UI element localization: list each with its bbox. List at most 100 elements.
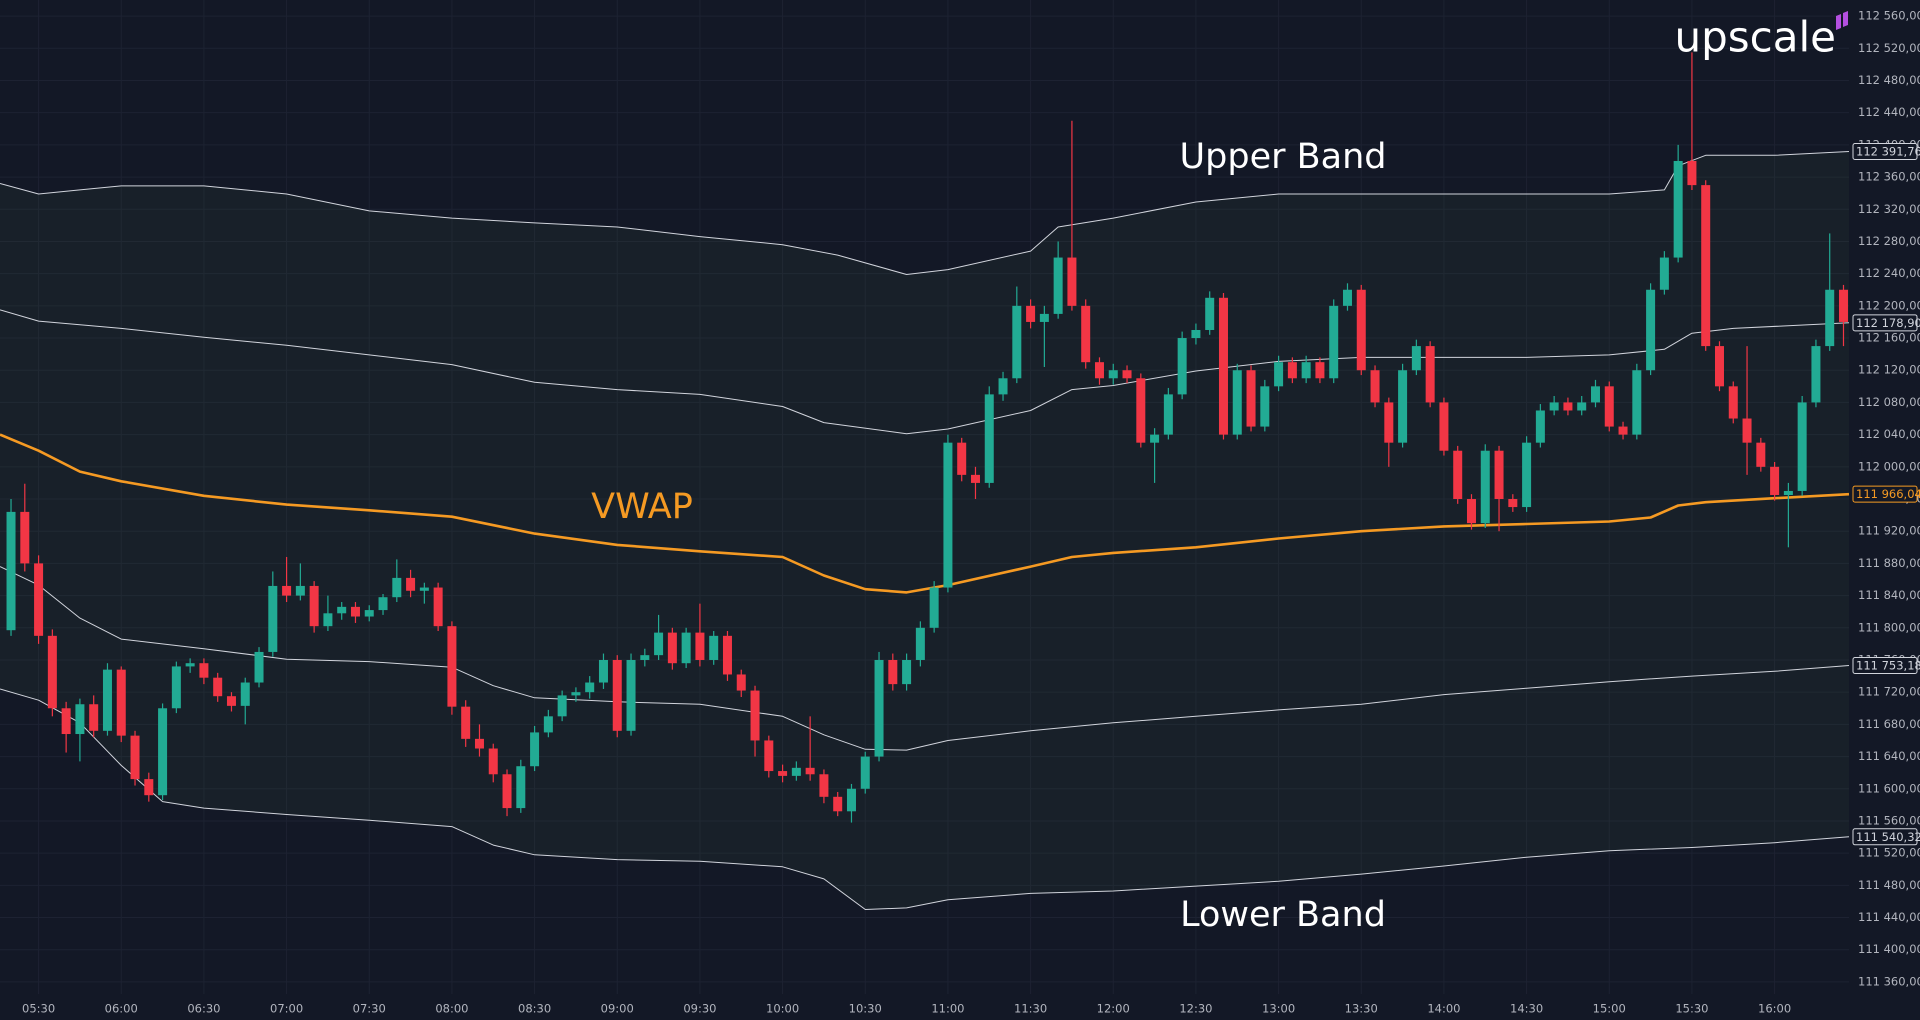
candle-body: [240, 682, 250, 706]
candle-body: [378, 597, 388, 611]
candle-body: [860, 756, 870, 789]
candle-body: [833, 796, 843, 812]
candle-body: [543, 716, 553, 733]
candle-body: [488, 748, 498, 775]
candle-body: [888, 659, 898, 685]
y-tick-label: 111 800,00: [1858, 620, 1920, 634]
candle-body: [722, 635, 732, 675]
candle-body: [116, 669, 126, 736]
x-tick-label: 08:00: [435, 1002, 468, 1016]
candle-body: [1577, 402, 1587, 411]
y-tick-label: 112 040,00: [1858, 427, 1920, 441]
candle-body: [819, 774, 829, 797]
candle-body: [585, 682, 595, 693]
last-value-box: [1852, 485, 1918, 503]
candle-body: [1274, 362, 1284, 387]
candle-body: [1728, 386, 1738, 419]
candle-body: [433, 587, 443, 627]
candle-body: [213, 677, 223, 697]
y-tick-label: 111 600,00: [1858, 781, 1920, 795]
y-tick-label: 111 440,00: [1858, 910, 1920, 924]
x-tick-label: 13:00: [1262, 1002, 1295, 1016]
last-value-box: [1852, 656, 1918, 674]
candle-body: [1646, 289, 1656, 371]
x-tick-label: 15:00: [1593, 1002, 1626, 1016]
candle-body: [1108, 370, 1118, 379]
x-tick-label: 13:30: [1345, 1002, 1378, 1016]
candle-body: [226, 696, 236, 706]
y-tick-label: 112 240,00: [1858, 266, 1920, 280]
candle-body: [282, 585, 292, 596]
candle-body: [337, 606, 347, 614]
y-tick-label: 111 640,00: [1858, 749, 1920, 763]
candle-body: [1232, 370, 1242, 435]
candle-body: [667, 632, 677, 664]
axes: 111 360,00 111 400,00 111 440,00 111 480,00…: [22, 9, 1920, 1016]
y-tick-label: 112 440,00: [1858, 105, 1920, 119]
candle-body: [557, 695, 567, 717]
band-line: [0, 151, 1850, 275]
y-tick-label: 112 200,00: [1858, 298, 1920, 312]
candle-body: [20, 511, 30, 564]
candle-body: [295, 585, 305, 596]
candle-body: [998, 378, 1008, 395]
last-value-label: 111 753,18: [1856, 658, 1920, 672]
x-tick-label: 06:30: [187, 1002, 220, 1016]
x-tick-label: 06:00: [105, 1002, 138, 1016]
candle-body: [695, 632, 705, 660]
candle-body: [1301, 362, 1311, 379]
candle-body: [1673, 160, 1683, 258]
candle-body: [1053, 257, 1063, 314]
candle-body: [1398, 370, 1408, 443]
candle-body: [1480, 450, 1490, 524]
candle-body: [34, 563, 44, 636]
candle-body: [791, 767, 801, 776]
x-tick-label: 05:30: [22, 1002, 55, 1016]
candle-body: [874, 659, 884, 757]
candle-body: [1535, 410, 1545, 443]
last-value-label: 111 540,32: [1856, 830, 1920, 844]
x-tick-label: 11:30: [1014, 1002, 1047, 1016]
candle-body: [130, 735, 140, 780]
candle-body: [1177, 338, 1187, 395]
candle-body: [6, 511, 16, 631]
y-tick-label: 112 360,00: [1858, 170, 1920, 184]
candle-body: [1425, 346, 1435, 403]
candle-body: [1797, 402, 1807, 491]
candle-body: [1342, 289, 1352, 306]
y-tick-label: 111 520,00: [1858, 846, 1920, 860]
candle-body: [1701, 185, 1711, 347]
x-tick-label: 12:30: [1179, 1002, 1212, 1016]
candle-body: [254, 651, 264, 683]
logo-icon: [1836, 11, 1848, 30]
candle-body: [1356, 289, 1366, 371]
candle-body: [709, 635, 719, 660]
candle-body: [1770, 466, 1780, 495]
y-tick-label: 112 520,00: [1858, 41, 1920, 55]
candle-body: [1329, 305, 1339, 379]
candle-body: [1618, 426, 1628, 435]
y-tick-label: 111 840,00: [1858, 588, 1920, 602]
y-tick-label: 112 560,00: [1858, 9, 1920, 23]
x-tick-label: 14:00: [1427, 1002, 1460, 1016]
x-tick-label: 09:00: [601, 1002, 634, 1016]
candle-body: [640, 655, 650, 660]
candle-body: [1205, 297, 1215, 330]
x-tick-label: 10:30: [849, 1002, 882, 1016]
x-tick-label: 16:00: [1758, 1002, 1791, 1016]
candle-body: [1659, 257, 1669, 290]
y-tick-label: 112 120,00: [1858, 363, 1920, 377]
candle-body: [447, 626, 457, 707]
y-tick-label: 111 480,00: [1858, 878, 1920, 892]
candle-body: [970, 474, 980, 483]
candle-body: [1783, 490, 1793, 495]
vwap-label: VWAP: [591, 487, 693, 527]
x-tick-label: 07:30: [353, 1002, 386, 1016]
x-tick-label: 12:00: [1097, 1002, 1130, 1016]
candle-body: [1590, 386, 1600, 403]
y-tick-label: 112 000,00: [1858, 459, 1920, 473]
candle-body: [654, 632, 664, 656]
y-tick-label: 112 080,00: [1858, 395, 1920, 409]
candle-body: [681, 632, 691, 664]
